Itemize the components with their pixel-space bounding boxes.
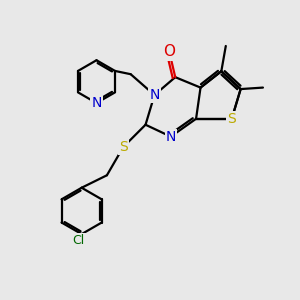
Text: Cl: Cl xyxy=(73,234,85,247)
Text: S: S xyxy=(227,112,236,126)
Text: N: N xyxy=(149,88,160,102)
Text: N: N xyxy=(166,130,176,144)
Text: O: O xyxy=(163,44,175,59)
Text: S: S xyxy=(119,140,128,154)
Text: N: N xyxy=(91,96,102,110)
